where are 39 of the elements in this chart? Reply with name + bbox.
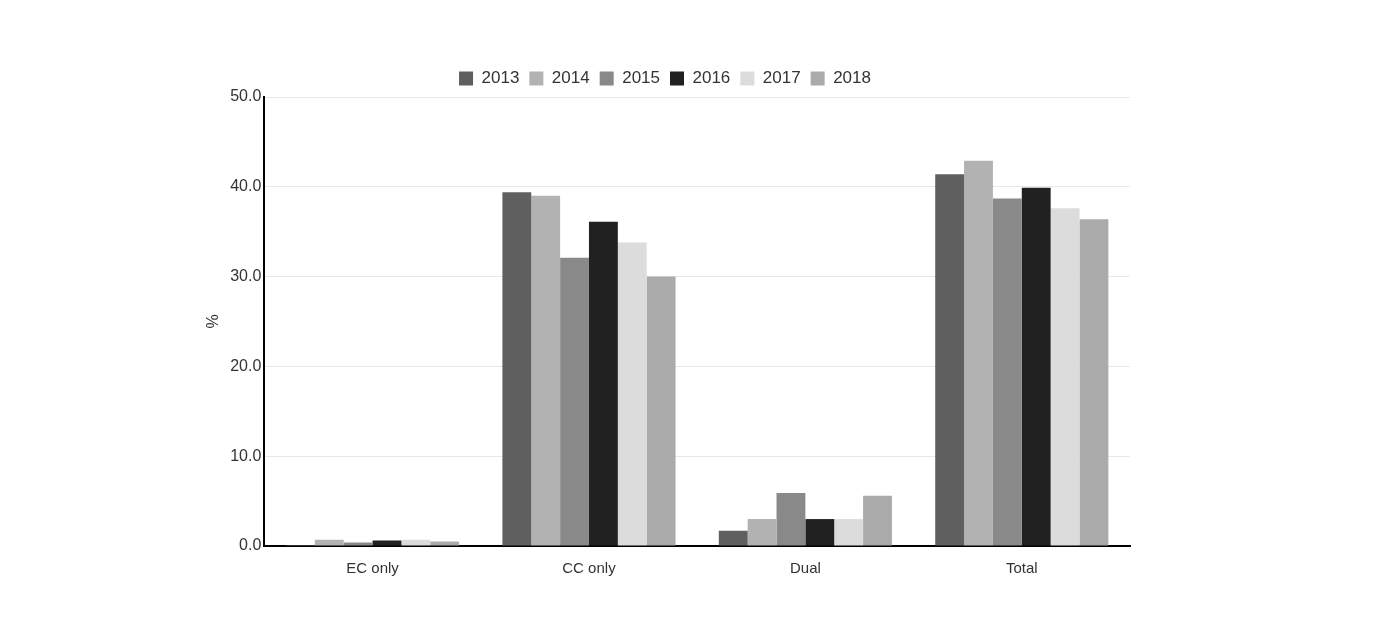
y-tick-label: 30.0 [230, 267, 262, 285]
bar [863, 495, 892, 546]
bar [805, 519, 835, 546]
bar [401, 539, 431, 546]
legend-label: 2015 [622, 68, 661, 88]
x-tick-label: EC only [346, 559, 400, 577]
legend-label: 2014 [551, 68, 590, 88]
legend-label: 2013 [481, 68, 520, 88]
y-tick-label: 40.0 [230, 177, 262, 195]
x-tick-label: Dual [789, 559, 821, 577]
y-tick-label: 10.0 [230, 446, 262, 464]
bar [964, 160, 993, 546]
y-tick-label: 50.0 [230, 87, 262, 105]
bar [992, 198, 1022, 546]
bar [1079, 219, 1109, 546]
bar [935, 174, 965, 546]
bar [718, 530, 748, 546]
legend-label: 2017 [762, 68, 801, 88]
bar [1050, 208, 1080, 546]
bar [531, 195, 561, 546]
bar [314, 539, 344, 546]
bar [502, 192, 532, 546]
bar [560, 257, 589, 546]
bar [588, 221, 618, 546]
bar [646, 276, 676, 546]
legend-label: 2016 [692, 68, 731, 88]
x-tick-label: Total [1005, 559, 1038, 577]
y-tick-label: 20.0 [230, 356, 262, 374]
y-tick-label: 0.0 [239, 536, 262, 554]
y-axis-title: % [204, 314, 222, 329]
bar [430, 541, 460, 546]
bar [343, 542, 373, 546]
bar [776, 493, 806, 546]
bar [747, 519, 777, 546]
x-tick-label: CC only [562, 559, 617, 577]
bar [1021, 187, 1051, 546]
legend-label: 2018 [833, 68, 871, 88]
bar [834, 519, 864, 546]
bar [372, 540, 402, 546]
